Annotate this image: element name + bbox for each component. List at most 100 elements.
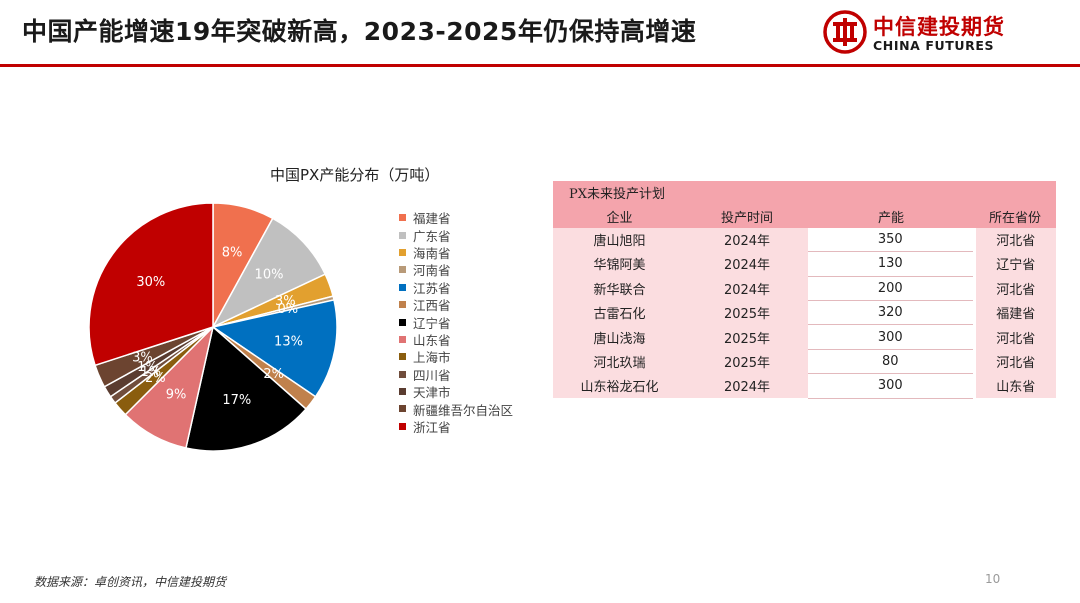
table-cell: 河北省 (972, 324, 1057, 350)
table-cell: 河北省 (972, 349, 1057, 374)
legend-label: 新疆维吾尔自治区 (413, 402, 514, 418)
legend-item: 上海市 (399, 348, 513, 365)
table-row: 唐山浅海 2025年 300 河北省 (553, 324, 1057, 350)
table-row: 古雷石化 2025年 320 福建省 (553, 300, 1057, 326)
table-cell: 唐山浅海 (553, 324, 686, 350)
legend-swatch (399, 301, 406, 309)
table-cell: 2025年 (686, 349, 808, 374)
legend-item: 江西省 (399, 296, 513, 313)
page-title: 中国产能增速19年突破新高，2023-2025年仍保持高增速 (22, 17, 697, 46)
table-cell: 新华联合 (553, 276, 686, 301)
table-cell: 山东省 (972, 373, 1057, 399)
slice-label-3: 3% (275, 294, 296, 309)
table-header-cell: 企业 (553, 204, 686, 228)
table-cell: 福建省 (972, 300, 1057, 325)
table-row: 河北玖瑞 2025年 80 河北省 (553, 349, 1057, 375)
legend-swatch (399, 231, 406, 239)
table-cell: 2024年 (686, 276, 808, 301)
logo-chinese-text: 中信建投期货 (873, 15, 1005, 39)
table-caption: PX未来投产计划 (553, 181, 1057, 205)
legend-item: 浙江省 (399, 418, 513, 435)
legend-item: 广东省 (399, 226, 513, 244)
legend-swatch (399, 248, 406, 256)
table-cell: 古雷石化 (553, 300, 686, 325)
table-cell: 200 (808, 276, 974, 301)
slice-label-1: 8% (222, 246, 243, 261)
table-cell: 130 (808, 251, 974, 277)
chart-legend: 福建省 广东省 海南省 河南省 江苏省 江西省 辽宁省 山东省 上海市 四川省 天津市 新疆维吾尔自治… (399, 209, 513, 435)
legend-swatch (399, 370, 406, 378)
pie-slice-7 (185, 325, 308, 452)
table-header-cell: 投产时间 (686, 204, 808, 228)
legend-swatch (399, 405, 406, 413)
legend-label: 江西省 (413, 298, 451, 314)
table-cell: 2024年 (686, 373, 808, 399)
legend-label: 山东省 (413, 332, 451, 348)
table-cell: 300 (808, 373, 974, 399)
table-cell: 2025年 (686, 300, 808, 325)
table-cell: 河北玖瑞 (553, 349, 686, 374)
legend-item: 辽宁省 (399, 313, 513, 331)
slice-label-8: 9% (166, 387, 187, 402)
table-header-cell: 所在省份 (974, 204, 1057, 228)
table-cell: 300 (808, 324, 974, 350)
legend-item: 新疆维吾尔自治区 (399, 400, 514, 418)
legend-swatch (399, 422, 406, 430)
legend-item: 江苏省 (399, 279, 513, 296)
page-number: 10 (985, 572, 1001, 586)
table-cell: 2024年 (686, 251, 808, 277)
legend-label: 福建省 (413, 211, 451, 227)
px-plan-table: PX未来投产计划 企业 投产时间 产能 所在省份 唐山旭阳 2024年 350 河北省 华锦阿… (553, 181, 1057, 399)
source-note: 数据来源：卓创资讯，中信建投期货 (34, 575, 227, 589)
legend-label: 广东省 (413, 228, 451, 244)
legend-item: 福建省 (399, 209, 513, 226)
slice-label-11: 1% (137, 360, 158, 375)
table-cell: 华锦阿美 (553, 251, 686, 277)
slice-label-9: 2% (145, 371, 166, 386)
table-row: 唐山旭阳 2024年 350 河北省 (553, 227, 1057, 253)
legend-swatch (399, 318, 406, 326)
table-cell: 80 (808, 349, 974, 375)
slice-label-4: 0% (277, 302, 298, 317)
company-logo: 中信建投期货 CHINA FUTURES (823, 8, 1063, 58)
table-cell: 350 (808, 227, 974, 253)
pie-slice-13 (88, 202, 214, 367)
table-row: 山东裕龙石化 2024年 300 山东省 (553, 373, 1057, 399)
legend-item: 山东省 (399, 331, 513, 348)
legend-item: 海南省 (399, 244, 513, 261)
table-cell: 河北省 (972, 276, 1057, 301)
slice-label-6: 2% (263, 367, 284, 382)
pie-chart: 中国PX产能分布（万吨） 8% 10% 3% 0% 13% 2% 17% 9% 2% 1% 1% 3%… (80, 158, 550, 458)
legend-label: 辽宁省 (413, 315, 451, 331)
legend-label: 浙江省 (413, 419, 451, 435)
legend-label: 河南省 (413, 263, 451, 279)
legend-swatch (399, 353, 406, 361)
slice-label-7: 17% (222, 393, 251, 408)
legend-label: 天津市 (413, 385, 451, 401)
legend-label: 海南省 (413, 245, 451, 261)
table-cell: 320 (808, 300, 974, 326)
table-row: 新华联合 2024年 200 河北省 (553, 276, 1057, 301)
legend-item: 河南省 (399, 261, 513, 278)
table-cell: 2024年 (686, 227, 808, 252)
legend-swatch (399, 266, 406, 274)
legend-label: 上海市 (413, 350, 451, 366)
table-cell: 辽宁省 (972, 251, 1057, 277)
table-cell: 唐山旭阳 (553, 227, 686, 252)
pie-plot: 8%10%3%0%13%2%17%9%2%1%1%3%30% (88, 202, 338, 452)
table-header-cell: 产能 (808, 204, 974, 228)
chart-title: 中国PX产能分布（万吨） (270, 166, 440, 184)
legend-swatch (399, 388, 406, 396)
slice-label-10: 1% (140, 365, 161, 380)
slice-label-5: 13% (274, 334, 303, 349)
legend-label: 江苏省 (413, 280, 451, 296)
header-divider (0, 64, 1080, 67)
legend-item: 天津市 (399, 383, 513, 400)
legend-swatch (399, 214, 406, 222)
slice-label-12: 3% (132, 351, 153, 366)
table-cell: 2025年 (686, 324, 808, 350)
citic-logo-icon (823, 10, 867, 54)
legend-swatch (399, 335, 406, 343)
table-cell: 山东裕龙石化 (553, 373, 686, 399)
legend-swatch (399, 283, 406, 291)
